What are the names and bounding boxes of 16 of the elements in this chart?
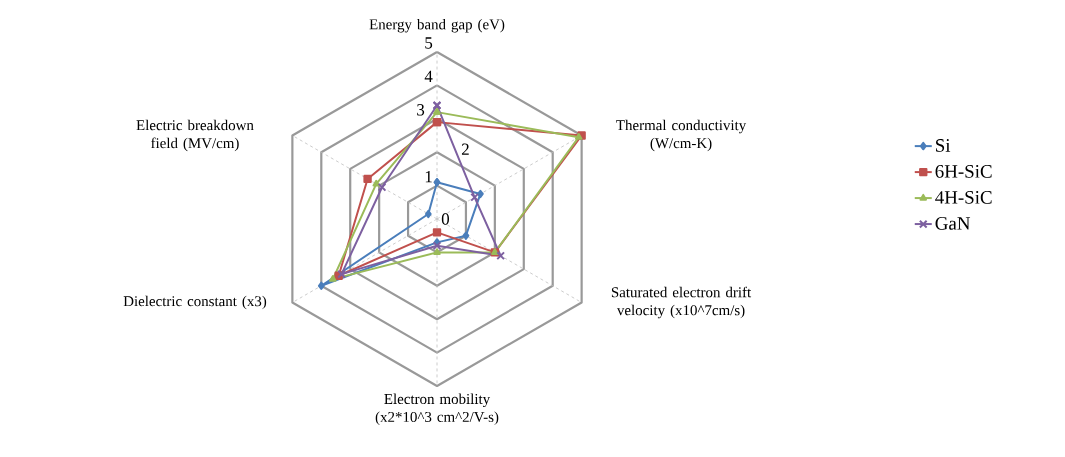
- spoke-label: Dielectric constant (x3): [123, 295, 267, 310]
- y-tick-label: 4: [424, 70, 433, 82]
- y-tick-label: 1: [425, 171, 432, 183]
- y-tick-label: 0: [441, 213, 450, 225]
- spoke-label: Energy band gap (eV): [369, 18, 505, 33]
- y-tick-label: 2: [461, 143, 469, 155]
- legend-label: 6H-SiC: [935, 165, 992, 178]
- legend-label: Si: [936, 139, 951, 152]
- spoke-label: Electron mobility (x2*10^3 cm^2/V-s): [375, 393, 499, 426]
- spoke-label: Electric breakdown field (MV/cm): [136, 119, 254, 152]
- spoke-label: Saturated electron drift velocity (x10^7cm/s): [611, 286, 752, 319]
- legend-label: 4H-SiC: [935, 191, 992, 204]
- y-tick-label: 5: [425, 37, 433, 49]
- y-tick-label: 3: [417, 104, 425, 116]
- spoke-label: Thermal conductivity (W/cm-K): [616, 119, 747, 152]
- legend-label: GaN: [935, 217, 971, 230]
